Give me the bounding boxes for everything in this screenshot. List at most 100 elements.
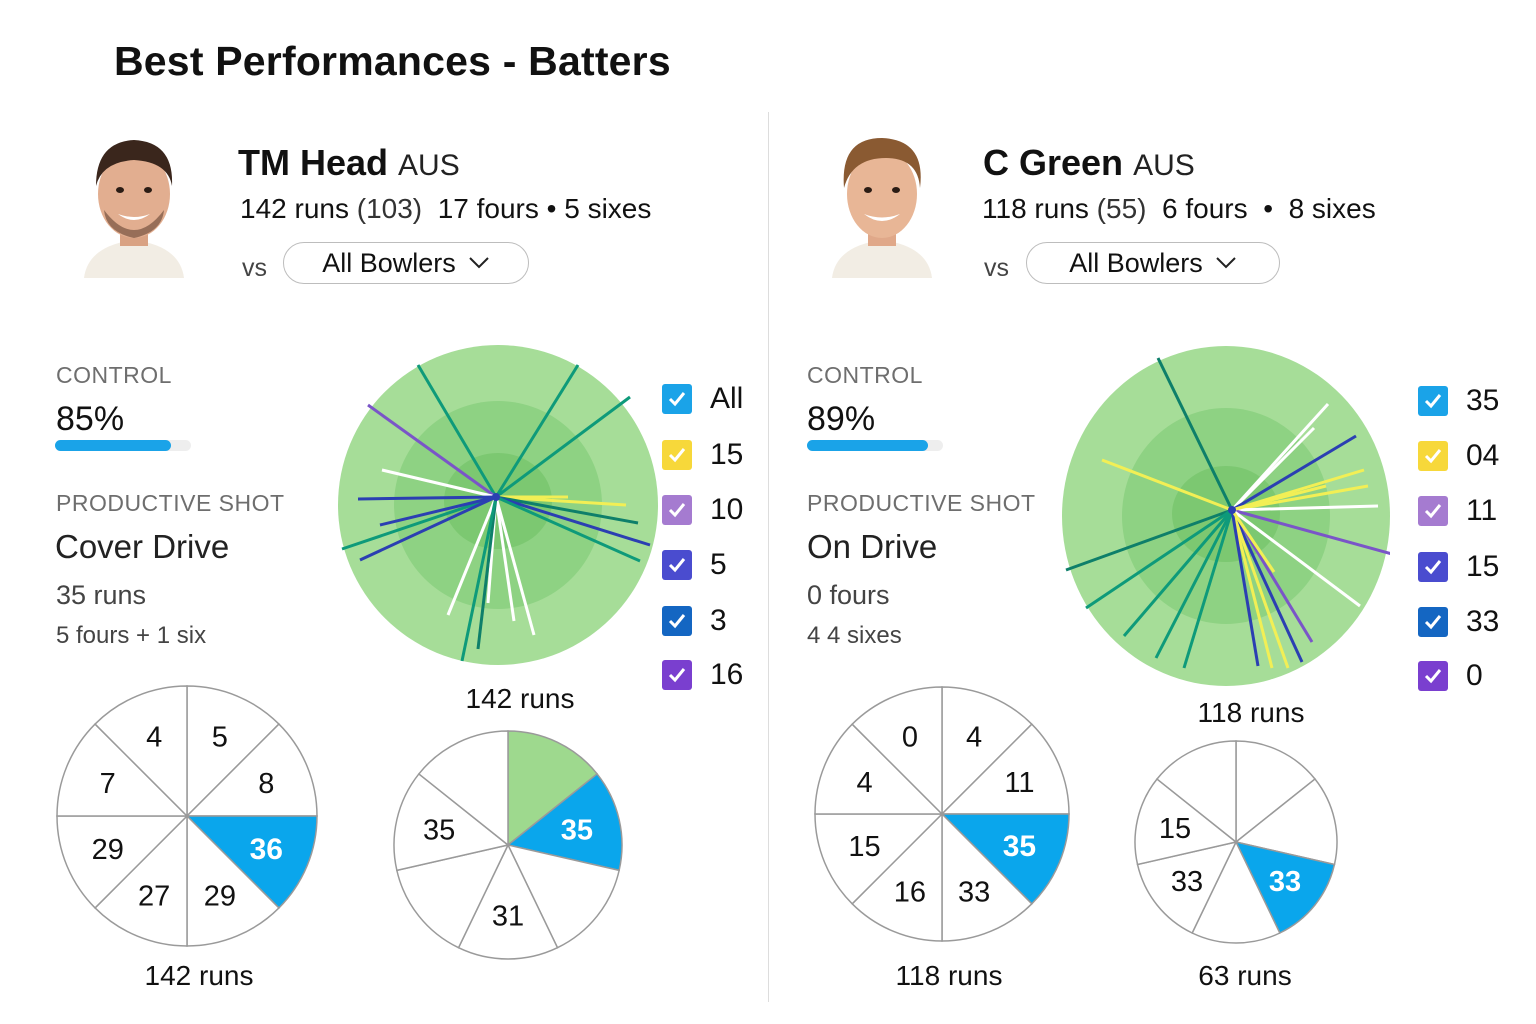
shot-line: [416, 364, 498, 498]
pie-slice[interactable]: [1234, 777, 1338, 866]
shot-line: [1230, 402, 1330, 512]
zone-sector[interactable]: [940, 723, 1070, 815]
zone-sector[interactable]: [940, 813, 1070, 905]
bowler-filter-dropdown[interactable]: All Bowlers: [1026, 242, 1280, 284]
pie-slice[interactable]: [506, 843, 621, 949]
zone-sector[interactable]: [851, 686, 943, 816]
stat-separator: •: [1263, 193, 1274, 224]
pie-slice[interactable]: [1134, 777, 1238, 866]
zone-value: 35: [1003, 830, 1036, 863]
player-card-2: C Green AUS 118 runs (55) 6 fours • 8 si…: [768, 0, 1536, 1024]
shot-line: [495, 495, 651, 547]
checkbox[interactable]: [1418, 607, 1448, 637]
checkbox[interactable]: [1418, 441, 1448, 471]
checkbox[interactable]: [662, 440, 692, 470]
legend-label: 33: [1466, 605, 1500, 638]
checkbox[interactable]: [662, 606, 692, 636]
legend-item[interactable]: 0: [1418, 659, 1483, 693]
check-icon: [668, 668, 686, 683]
zone-sector[interactable]: [941, 812, 1033, 942]
productive-shot-name: On Drive: [807, 528, 938, 565]
runs-pie-chart: 33 33 15: [1134, 740, 1338, 944]
checkbox[interactable]: [1418, 552, 1448, 582]
shot-line: [367, 403, 497, 499]
shot-line: [1101, 458, 1233, 512]
pie-slice[interactable]: [1191, 840, 1281, 944]
zone-sector[interactable]: [185, 723, 318, 817]
checkbox[interactable]: [1418, 661, 1448, 691]
shot-line: [359, 495, 497, 562]
shot-line: [494, 364, 580, 498]
zone-value: 15: [848, 831, 880, 863]
pie-slice[interactable]: [1235, 740, 1317, 844]
zone-sector[interactable]: [186, 814, 280, 947]
player-country: AUS: [1133, 149, 1195, 182]
zone-value: 33: [958, 876, 990, 908]
pie-slice[interactable]: [417, 730, 509, 847]
pie-slice[interactable]: [507, 730, 599, 847]
pie-slice[interactable]: [1155, 740, 1237, 844]
legend-label: 16: [710, 658, 744, 691]
pie-slice-label: 15: [1159, 813, 1191, 845]
player-name: TM Head AUS: [238, 142, 460, 184]
pie-slice[interactable]: [1136, 840, 1238, 934]
checkbox[interactable]: [662, 495, 692, 525]
zone-sector[interactable]: [56, 723, 189, 817]
player-stats: 142 runs (103) 17 fours • 5 sixes: [240, 193, 651, 225]
pie-slice[interactable]: [506, 772, 623, 872]
checkbox[interactable]: [1418, 386, 1448, 416]
shot-line: [381, 468, 497, 499]
legend-item[interactable]: 11: [1418, 494, 1497, 528]
legend-item[interactable]: 15: [1418, 550, 1499, 584]
zone-sector[interactable]: [185, 815, 318, 909]
zone-sector[interactable]: [814, 723, 944, 815]
zone-sector[interactable]: [814, 813, 944, 905]
shot-line: [495, 395, 631, 499]
legend-item[interactable]: 10: [662, 493, 743, 527]
stat-separator: •: [546, 193, 557, 224]
productive-shot-runs: 0 fours: [807, 580, 890, 610]
batter-position: [1228, 506, 1236, 514]
legend-item[interactable]: 15: [662, 438, 743, 472]
checkbox[interactable]: [662, 550, 692, 580]
pie-slice[interactable]: [457, 843, 559, 960]
check-icon: [1424, 449, 1442, 464]
checkbox[interactable]: [662, 384, 692, 414]
zone-value: 29: [92, 834, 124, 866]
shot-line: [1230, 509, 1274, 669]
check-icon: [1424, 394, 1442, 409]
control-progress-fill: [807, 440, 929, 451]
player-card-1: TM Head AUS 142 runs (103) 17 fours • 5 …: [55, 140, 743, 991]
zone-sector[interactable]: [94, 685, 188, 818]
pie-slice-label: 35: [423, 814, 455, 846]
player-country: AUS: [398, 149, 460, 182]
legend-item[interactable]: All: [662, 382, 743, 416]
legend-label: 35: [1466, 384, 1500, 417]
runs: 142 runs: [240, 193, 349, 224]
shot-line: [1230, 509, 1260, 667]
pie-slice[interactable]: [1234, 840, 1336, 934]
legend-item[interactable]: 3: [662, 604, 727, 638]
legend-item[interactable]: 16: [662, 658, 743, 692]
shot-line: [446, 496, 498, 616]
checkbox[interactable]: [1418, 496, 1448, 526]
bowler-filter-dropdown[interactable]: All Bowlers: [283, 242, 529, 284]
control-label: CONTROL: [807, 362, 923, 388]
pie-slice[interactable]: [395, 843, 510, 949]
legend-item[interactable]: 04: [1418, 439, 1499, 473]
zone-sector[interactable]: [56, 815, 189, 909]
zone-sector[interactable]: [851, 812, 943, 942]
zone-sector[interactable]: [186, 685, 280, 818]
shot-line: [1231, 504, 1379, 512]
player-stats: 118 runs (55) 6 fours • 8 sixes: [982, 193, 1376, 225]
zone-sector[interactable]: [94, 814, 188, 947]
legend-item[interactable]: 5: [662, 548, 727, 582]
control-progress-bar: [55, 440, 191, 451]
zone-sector[interactable]: [941, 686, 1033, 816]
pie-slice[interactable]: [393, 772, 510, 872]
shot-line: [357, 495, 497, 501]
checkbox[interactable]: [662, 660, 692, 690]
legend-item[interactable]: 33: [1418, 605, 1499, 639]
legend-item[interactable]: 35: [1418, 384, 1499, 418]
vs-label: vs: [242, 254, 267, 282]
